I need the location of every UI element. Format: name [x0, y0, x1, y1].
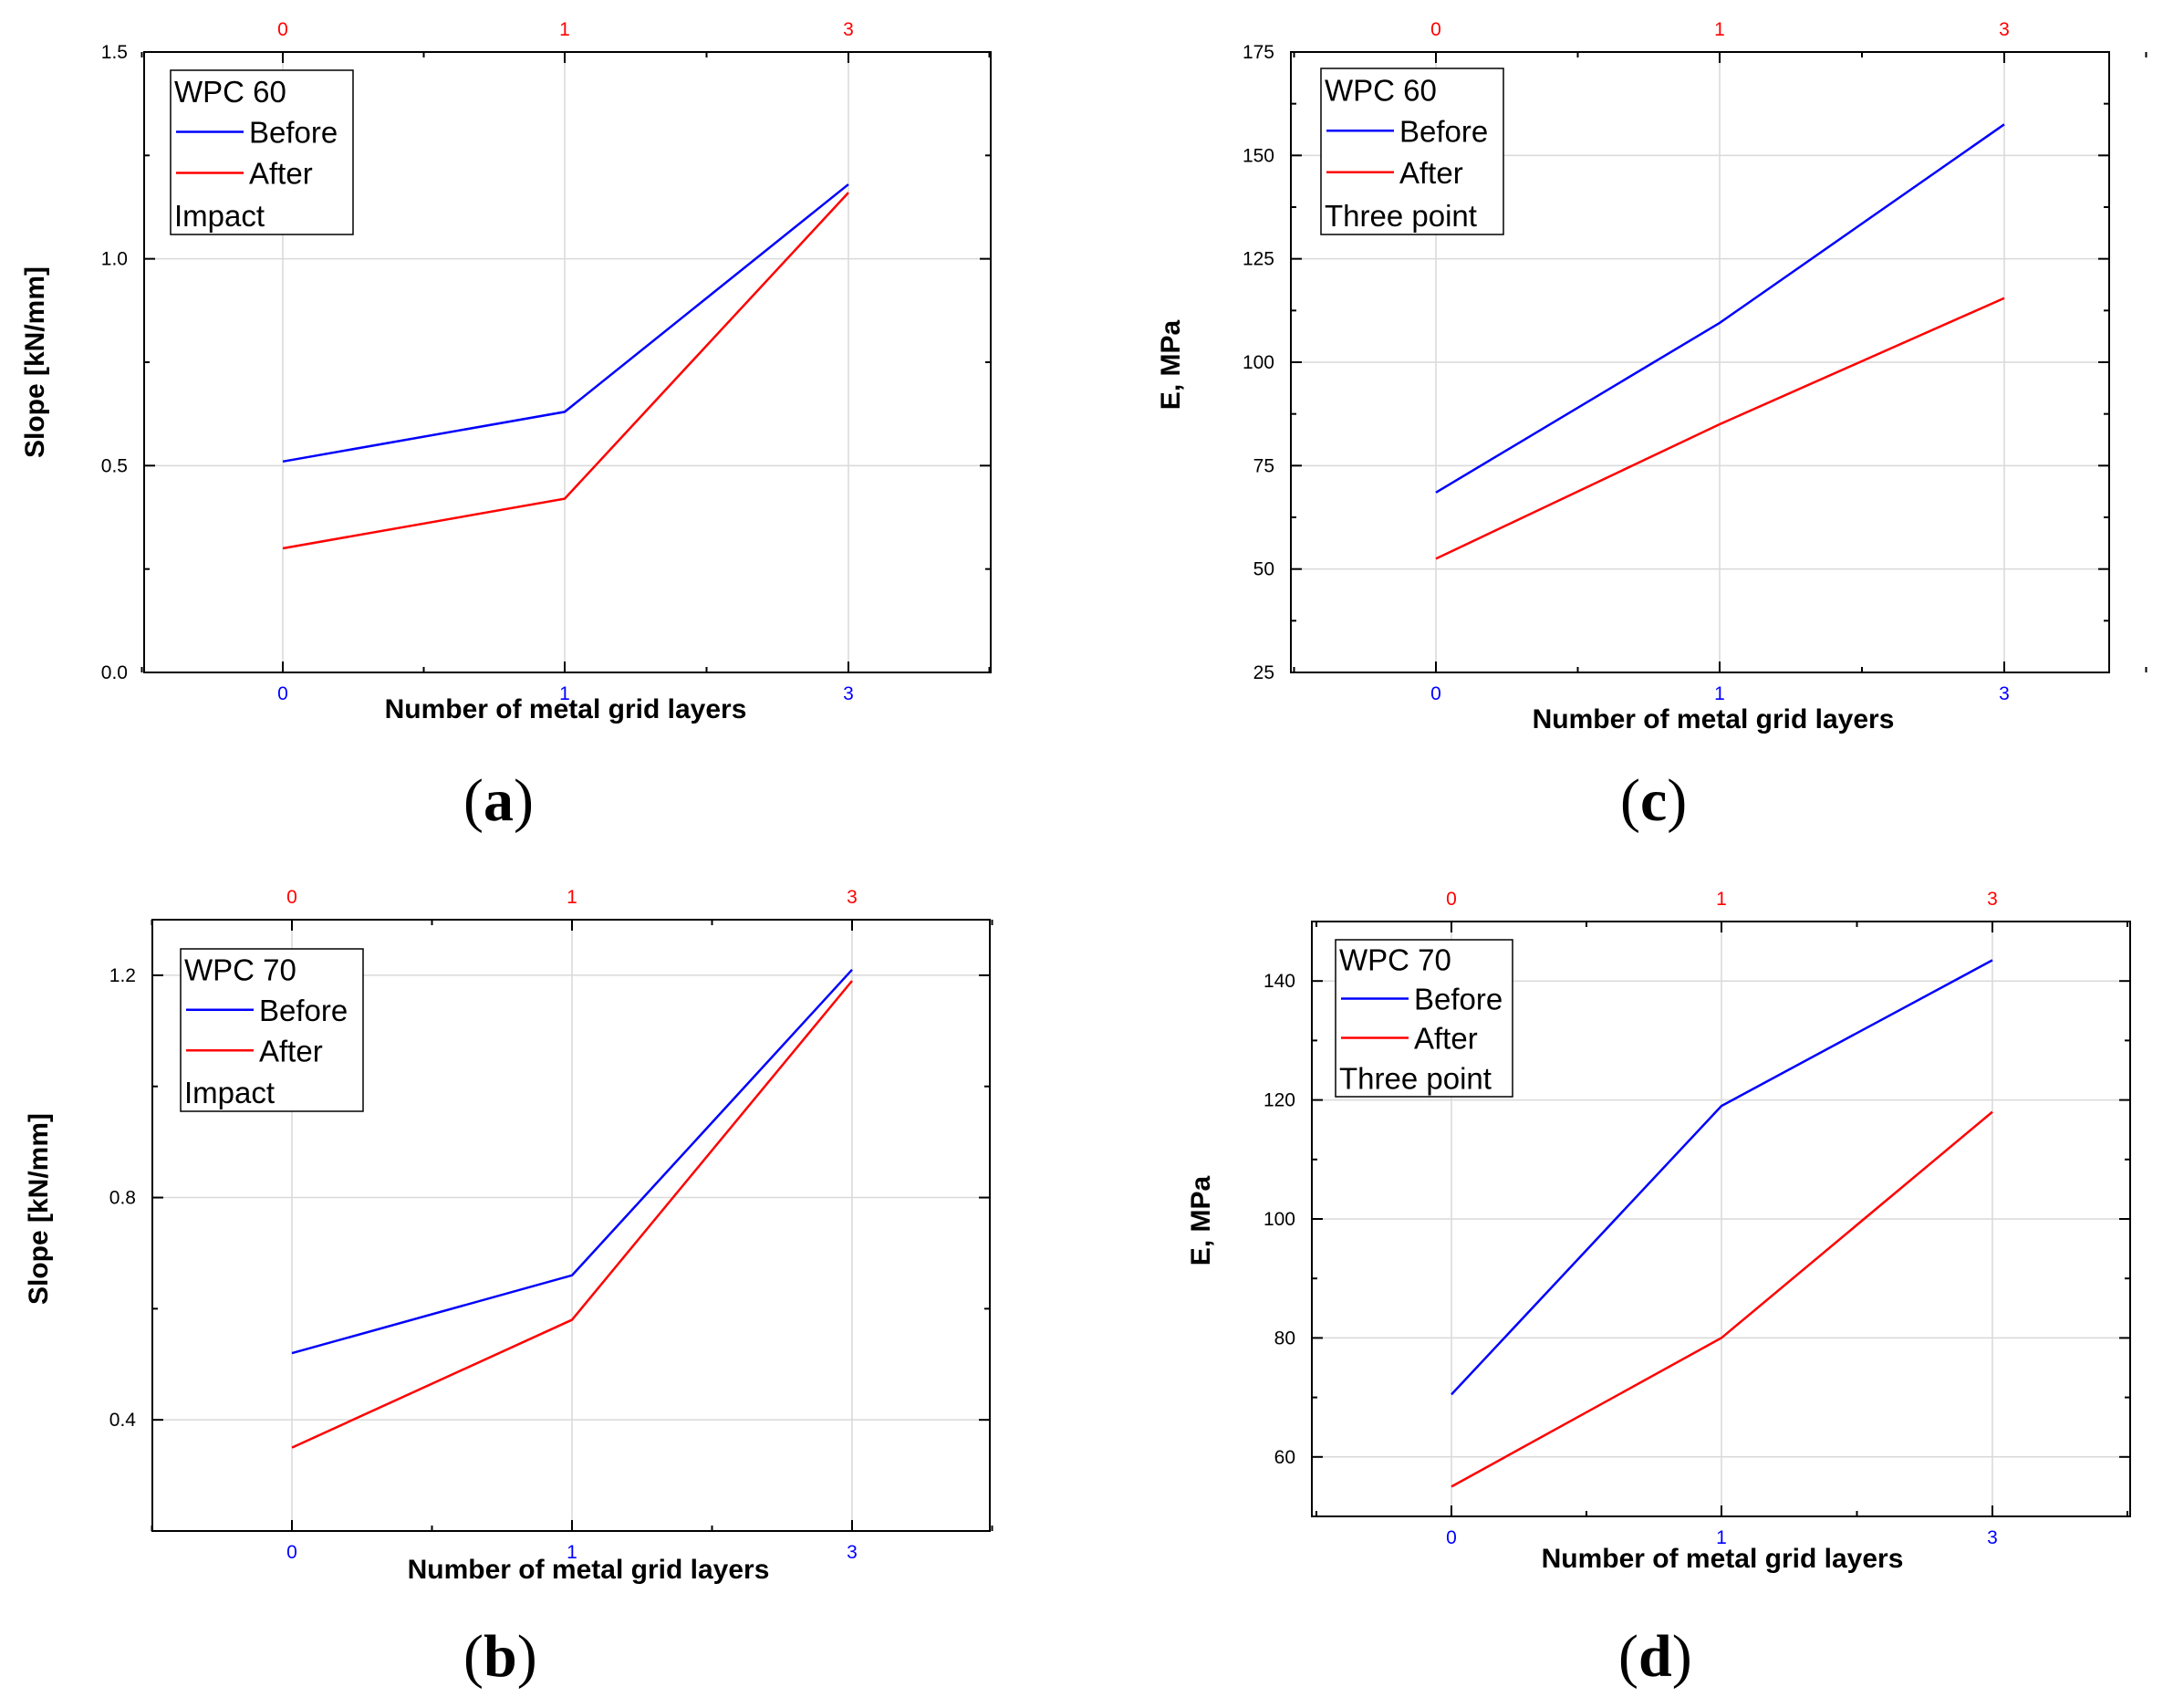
series-line-before	[282, 183, 849, 463]
y-tick-label: 0.0	[101, 662, 128, 683]
x-tick-label-top: 3	[843, 19, 854, 40]
legend-box	[180, 948, 364, 1112]
legend-label-after: After	[249, 157, 313, 191]
legend-label-before: Before	[1414, 983, 1503, 1016]
x-tick-label-top: 3	[1999, 19, 2010, 40]
legend-title: WPC 60	[1325, 73, 1437, 107]
legend-label-after: After	[1399, 156, 1463, 190]
x-tick-label: 1	[1714, 683, 1725, 704]
x-tick-label-top: 1	[559, 19, 570, 40]
x-tick-label-top: 0	[1446, 889, 1457, 910]
y-tick-label: 50	[1253, 559, 1274, 580]
x-tick-label: 0	[277, 683, 288, 704]
chart-a: 0.0 0.5 1.0 1.5 0 0 1 1 3 3 Number of metal grid l…	[20, 19, 992, 724]
y-tick-label: 1.2	[109, 965, 136, 986]
x-tick-label: 3	[847, 1542, 858, 1563]
x-axis-title: Number of metal grid layers	[1542, 1544, 1904, 1574]
legend-label-before: Before	[1399, 114, 1488, 148]
y-axis-title: E, MPa	[1156, 320, 1186, 411]
series-line-after	[291, 980, 853, 1449]
y-tick-label: 1.5	[101, 42, 128, 63]
y-tick-label: 100	[1243, 352, 1274, 373]
panel-label-c: (c)	[1620, 767, 1688, 834]
legend-note: Three point	[1339, 1061, 1492, 1095]
chart-panel-d: 60 80 100 120 140 0 0 1 1 3 3 Number of metal grid …	[1140, 858, 2163, 1588]
legend-note: Impact	[174, 199, 265, 233]
chart-c: 25 50 75 100 125 150 175 0 0 1 1 3 3 Number of metal …	[1156, 19, 2147, 734]
y-tick-label: 60	[1274, 1447, 1295, 1468]
x-tick-label: 3	[1999, 683, 2010, 704]
x-tick-label: 1	[1716, 1527, 1727, 1548]
x-tick-label: 0	[286, 1542, 297, 1563]
x-tick-label-top: 0	[277, 19, 288, 40]
chart-d: 60 80 100 120 140 0 0 1 1 3 3 Number of metal grid …	[1186, 889, 2131, 1574]
chart-panel-b: 0.4 0.8 1.2 0 0 1 1 3 3 Number of metal grid laye…	[0, 858, 1004, 1588]
x-tick-label: 0	[1430, 683, 1441, 704]
x-tick-label-top: 0	[1430, 19, 1441, 40]
x-tick-label-top: 1	[1716, 889, 1727, 910]
legend-note: Three point	[1325, 199, 1477, 233]
x-tick-label: 1	[567, 1542, 577, 1563]
chart-b: 0.4 0.8 1.2 0 0 1 1 3 3 Number of metal grid laye…	[24, 887, 993, 1585]
x-tick-label: 3	[843, 683, 854, 704]
series-line-before	[1435, 123, 2005, 494]
y-tick-label: 25	[1253, 662, 1274, 683]
y-tick-label: 175	[1243, 42, 1274, 63]
y-tick-label: 0.5	[101, 455, 128, 476]
legend-label-before: Before	[249, 116, 338, 150]
x-tick-label-top: 3	[1987, 889, 1998, 910]
series-line-after	[1435, 297, 2005, 560]
y-tick-label: 0.4	[109, 1410, 137, 1431]
legend-box	[170, 69, 354, 235]
legend-note: Impact	[184, 1076, 275, 1109]
panel-label-b: (b)	[463, 1623, 537, 1690]
x-tick-label-top: 1	[1714, 19, 1725, 40]
y-axis-title: E, MPa	[1186, 1176, 1216, 1266]
x-tick-label: 3	[1987, 1527, 1998, 1548]
y-tick-label: 125	[1243, 249, 1274, 270]
legend-box	[1335, 939, 1513, 1098]
x-axis-title: Number of metal grid layers	[1533, 704, 1895, 734]
legend-label-before: Before	[259, 994, 348, 1027]
series-line-after	[282, 192, 849, 550]
panel-label-d: (d)	[1618, 1623, 1692, 1690]
legend-box	[1320, 68, 1504, 235]
x-tick-label-top: 1	[567, 887, 577, 908]
y-tick-label: 150	[1243, 145, 1274, 166]
legend-title: WPC 60	[174, 75, 286, 109]
y-axis-title: Slope [kN/mm]	[24, 1113, 54, 1305]
x-axis-title: Number of metal grid layers	[408, 1555, 770, 1585]
series-line-before	[1451, 959, 1993, 1396]
y-tick-label: 80	[1274, 1328, 1295, 1349]
y-tick-label: 75	[1253, 455, 1274, 476]
y-tick-label: 140	[1263, 971, 1295, 992]
legend-title: WPC 70	[184, 953, 296, 987]
x-tick-label: 0	[1446, 1527, 1457, 1548]
x-tick-label-top: 0	[286, 887, 297, 908]
y-tick-label: 0.8	[109, 1188, 136, 1209]
x-tick-label-top: 3	[847, 887, 858, 908]
y-axis-title: Slope [kN/mm]	[20, 266, 50, 458]
panel-label-a: (a)	[463, 767, 534, 834]
y-tick-label: 120	[1263, 1090, 1295, 1111]
series-line-after	[1451, 1110, 1993, 1488]
y-tick-label: 100	[1263, 1209, 1295, 1230]
x-tick-label: 1	[559, 683, 570, 704]
chart-panel-a: 0.0 0.5 1.0 1.5 0 0 1 1 3 3 Number of metal grid l…	[0, 0, 1004, 730]
legend-title: WPC 70	[1339, 943, 1451, 977]
legend-label-after: After	[1414, 1022, 1478, 1056]
x-axis-title: Number of metal grid layers	[385, 694, 747, 724]
chart-panel-c: 25 50 75 100 125 150 175 0 0 1 1 3 3 Number of metal …	[1131, 0, 2163, 734]
y-tick-label: 1.0	[101, 249, 128, 270]
legend-label-after: After	[259, 1034, 323, 1068]
series-line-before	[291, 968, 853, 1355]
